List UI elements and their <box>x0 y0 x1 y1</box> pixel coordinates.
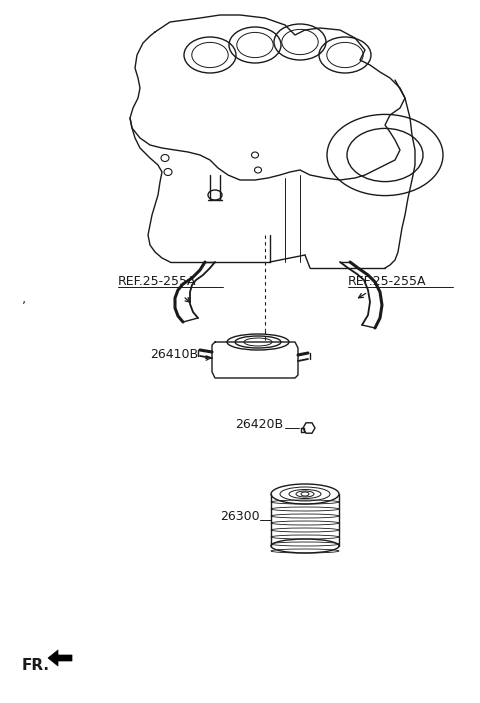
Text: 26410B: 26410B <box>150 348 198 361</box>
Text: ʼ: ʼ <box>22 300 26 313</box>
Polygon shape <box>48 650 72 666</box>
Text: REF.25-255A: REF.25-255A <box>118 275 196 288</box>
Text: 26420B: 26420B <box>235 418 283 431</box>
Text: 26300: 26300 <box>220 510 260 523</box>
Text: FR.: FR. <box>22 658 50 673</box>
Text: REF.25-255A: REF.25-255A <box>348 275 427 288</box>
